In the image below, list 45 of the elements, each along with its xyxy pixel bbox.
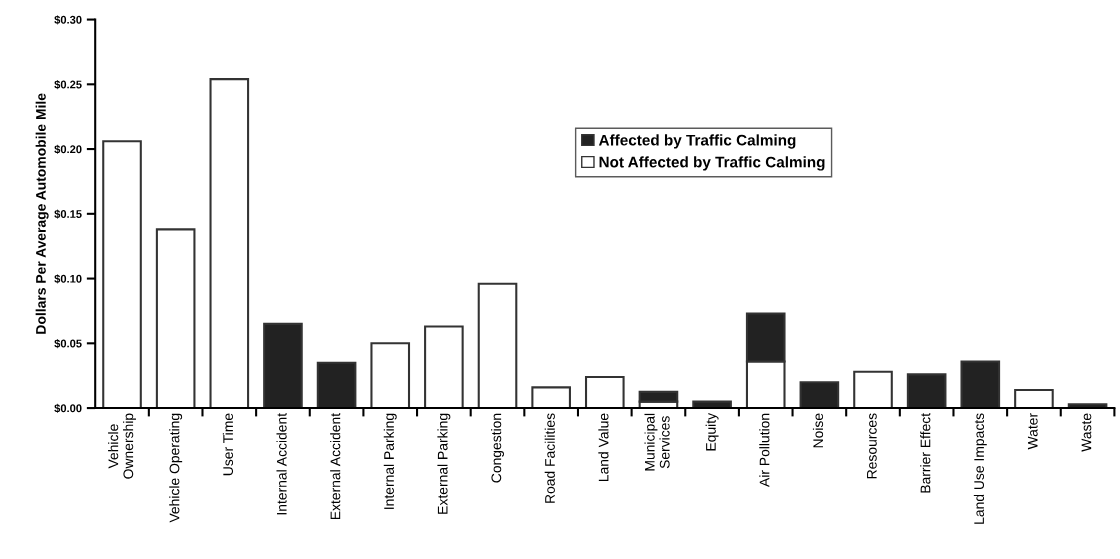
x-tick-label: Resources	[867, 413, 877, 479]
x-tick-label: Internal Accident	[276, 413, 287, 515]
y-tick-label: $0.00	[54, 403, 82, 413]
y-tick-label: $0.05	[54, 339, 82, 349]
x-tick-label: Internal Parking	[383, 413, 397, 509]
x-tick-label: Waste	[1081, 413, 1092, 452]
x-tick-label: Water	[1027, 413, 1038, 450]
y-axis-title: Dollars Per Average Automobile Mile	[35, 93, 49, 334]
bar	[584, 375, 625, 409]
bar	[799, 381, 840, 409]
bar	[906, 373, 947, 409]
bar	[638, 390, 679, 403]
y-tick-label: $0.25	[54, 80, 82, 90]
bar	[155, 228, 196, 409]
x-tick-label: Vehicle Operating	[169, 413, 183, 523]
x-tick-label: Noise	[812, 413, 824, 448]
x-tick-label: External Accident	[330, 413, 341, 520]
x-tick-label: Land Value	[598, 413, 609, 482]
x-tick-label: Barrier Effect	[920, 413, 931, 493]
x-tick-label: Land Use Impacts	[973, 413, 987, 524]
bar	[209, 78, 250, 409]
y-tick-label: $0.30	[54, 15, 82, 25]
x-tick-label: Vehicle Ownership	[108, 413, 136, 479]
x-tick-label: User Time	[222, 413, 234, 476]
y-tick-label: $0.20	[54, 144, 82, 154]
legend-label: Not Affected by Traffic Calming	[599, 156, 825, 171]
bar	[316, 361, 357, 409]
bar	[960, 360, 1001, 409]
x-tick-label: Congestion	[491, 413, 504, 483]
x-tick-label: Road Facilities	[544, 413, 555, 503]
legend-label: Affected by Traffic Calming	[598, 134, 796, 149]
x-tick-label: External Parking	[437, 413, 451, 514]
bar	[853, 370, 893, 409]
bar	[263, 322, 303, 409]
bar	[370, 342, 411, 409]
bar	[531, 386, 571, 409]
bar	[477, 282, 518, 409]
y-tick-label: $0.10	[54, 274, 82, 284]
x-tick-label: Air Pollution	[759, 413, 770, 488]
bar	[1014, 388, 1054, 409]
x-tick-label: Equity	[705, 412, 719, 451]
y-tick-label: $0.15	[54, 209, 82, 219]
x-tick-label: Municipal Services	[644, 413, 670, 471]
bar	[424, 325, 464, 409]
bar	[102, 140, 142, 409]
